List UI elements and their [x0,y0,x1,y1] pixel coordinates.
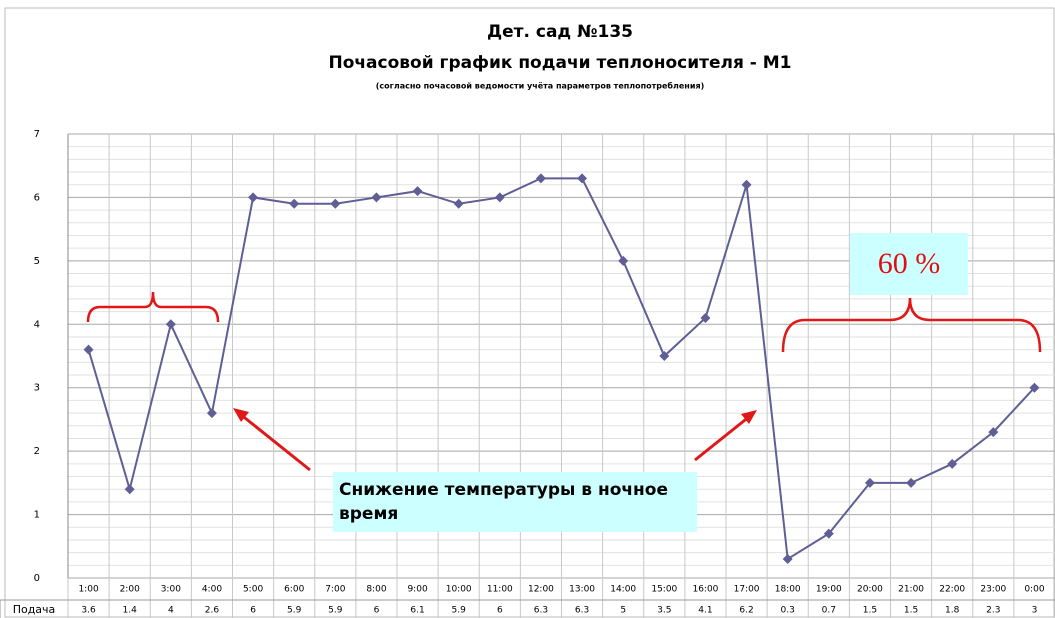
table-value: 6.2 [739,606,753,616]
table-value: 6.3 [534,606,548,616]
table-value: 5 [620,606,626,616]
annotation-box: 60 % [850,233,968,295]
x-tick-label: 4:00 [202,585,222,595]
arrow-head [741,410,757,424]
table-value: 1.4 [123,606,138,616]
chart-border [4,7,1055,618]
table-value: 0.3 [781,606,795,616]
brace [781,297,1042,353]
arrow [694,414,751,462]
table-value: 1.5 [863,606,877,616]
table-value: 3.5 [657,606,671,616]
x-tick-label: 15:00 [651,585,677,595]
point-marker [823,528,834,539]
table-value: 4 [168,606,174,616]
table-value: 5.9 [328,606,343,616]
x-tick-label: 9:00 [407,585,427,595]
series-line [87,177,1036,561]
x-tick-label: 1:00 [78,585,98,595]
point-marker [947,458,958,469]
x-tick-label: 6:00 [284,585,304,595]
table-value: 4.1 [698,606,712,616]
x-tick-label: 22:00 [939,585,965,595]
x-tick-label: 10:00 [446,585,472,595]
point-marker [782,553,793,564]
y-tick-label: 4 [34,319,40,330]
y-tick-label: 0 [34,573,40,584]
chart-subtitle: Почасовой график подачи теплоносителя - … [328,53,791,73]
table-value: 2.3 [986,606,1000,616]
table-value: 6 [250,606,256,616]
arrow [239,412,311,472]
point-marker [124,484,135,495]
x-tick-label: 12:00 [528,585,554,595]
x-tick-label: 8:00 [366,585,386,595]
x-tick-label: 0:00 [1024,585,1044,595]
y-tick-label: 6 [34,192,40,203]
point-marker [906,477,917,488]
x-tick-label: 14:00 [610,585,636,595]
brace [86,291,220,323]
chart-note: (согласно почасовой ведомости учёта пара… [376,81,704,91]
point-marker [289,198,300,209]
x-tick-label: 13:00 [569,585,595,595]
table-value: 5.9 [287,606,302,616]
y-tick-label: 3 [34,383,40,394]
x-tick-label: 20:00 [857,585,883,595]
table-value: 5.9 [452,606,467,616]
x-tick-label: 7:00 [325,585,345,595]
point-marker [248,192,259,203]
x-tick-label: 3:00 [161,585,181,595]
point-marker [1029,382,1040,393]
point-marker [577,173,588,184]
point-marker [165,319,176,330]
table-value: 6.3 [575,606,589,616]
x-tick-label: 19:00 [816,585,842,595]
x-tick-label: 2:00 [120,585,140,595]
table-value: 3.6 [81,606,96,616]
table-value: 6.1 [410,606,424,616]
y-tick-label: 2 [34,446,40,457]
x-tick-label: 21:00 [898,585,924,595]
point-marker [83,344,94,355]
point-marker [659,351,670,361]
point-marker [371,192,382,203]
table-value: 2.6 [205,606,220,616]
point-marker [453,198,464,209]
table-row-label: Подача [13,603,56,616]
table-value: 6 [374,606,380,616]
table-value: 6 [497,606,503,616]
point-marker [618,255,629,266]
chart-title: Дет. сад №135 [487,22,633,42]
y-tick-label: 7 [34,129,40,140]
y-tick-label: 5 [34,256,40,267]
x-tick-label: 16:00 [692,585,718,595]
point-marker [412,186,423,197]
table-value: 1.5 [904,606,918,616]
annotation-box: Снижение температуры в ночное время [333,472,697,532]
y-tick-label: 1 [34,510,40,521]
x-tick-label: 18:00 [775,585,801,595]
point-marker [864,477,875,488]
x-tick-label: 5:00 [243,585,263,595]
table-value: 1.8 [945,606,960,616]
x-tick-label: 23:00 [980,585,1006,595]
x-tick-label: 17:00 [734,585,760,595]
point-marker [535,173,546,184]
arrow-head [233,408,249,422]
point-marker [206,408,217,419]
point-marker [330,198,341,209]
point-marker [494,192,505,203]
point-marker [700,312,711,323]
x-tick-label: 11:00 [487,585,513,595]
table-value: 0.7 [822,606,836,616]
table-value: 3 [1032,606,1038,616]
point-marker [988,427,999,438]
point-marker [741,179,752,190]
